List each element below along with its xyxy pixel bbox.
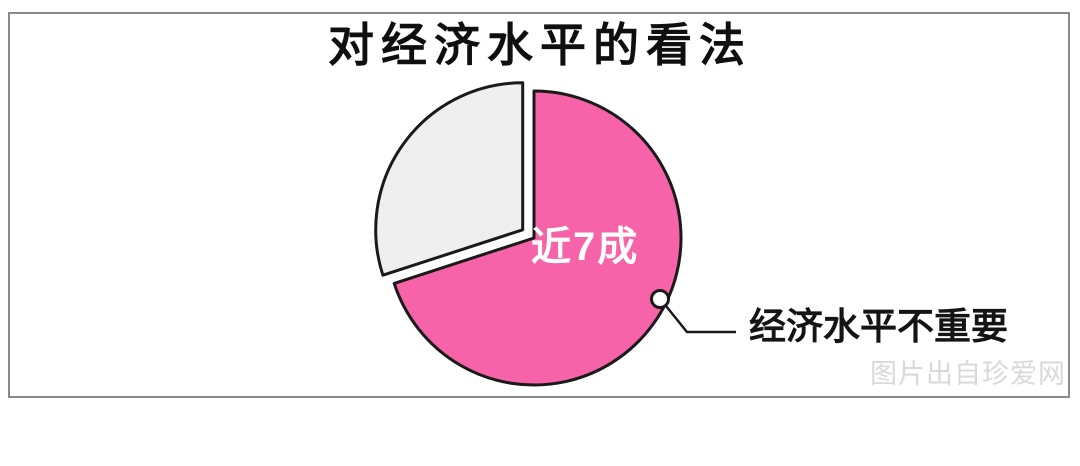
callout-marker-dot	[650, 289, 670, 309]
watermark-text: 图片出自珍爱网	[870, 359, 1066, 389]
chart-title: 对经济水平的看法	[328, 19, 752, 71]
pie-slice-value-label: 近7成	[531, 225, 640, 269]
callout-leader-line	[665, 305, 736, 334]
pie-slices-group	[374, 81, 683, 387]
pie-slice-0	[392, 89, 683, 387]
callout-label: 经济水平不重要	[749, 306, 1008, 347]
pie-slice-1	[374, 81, 525, 277]
